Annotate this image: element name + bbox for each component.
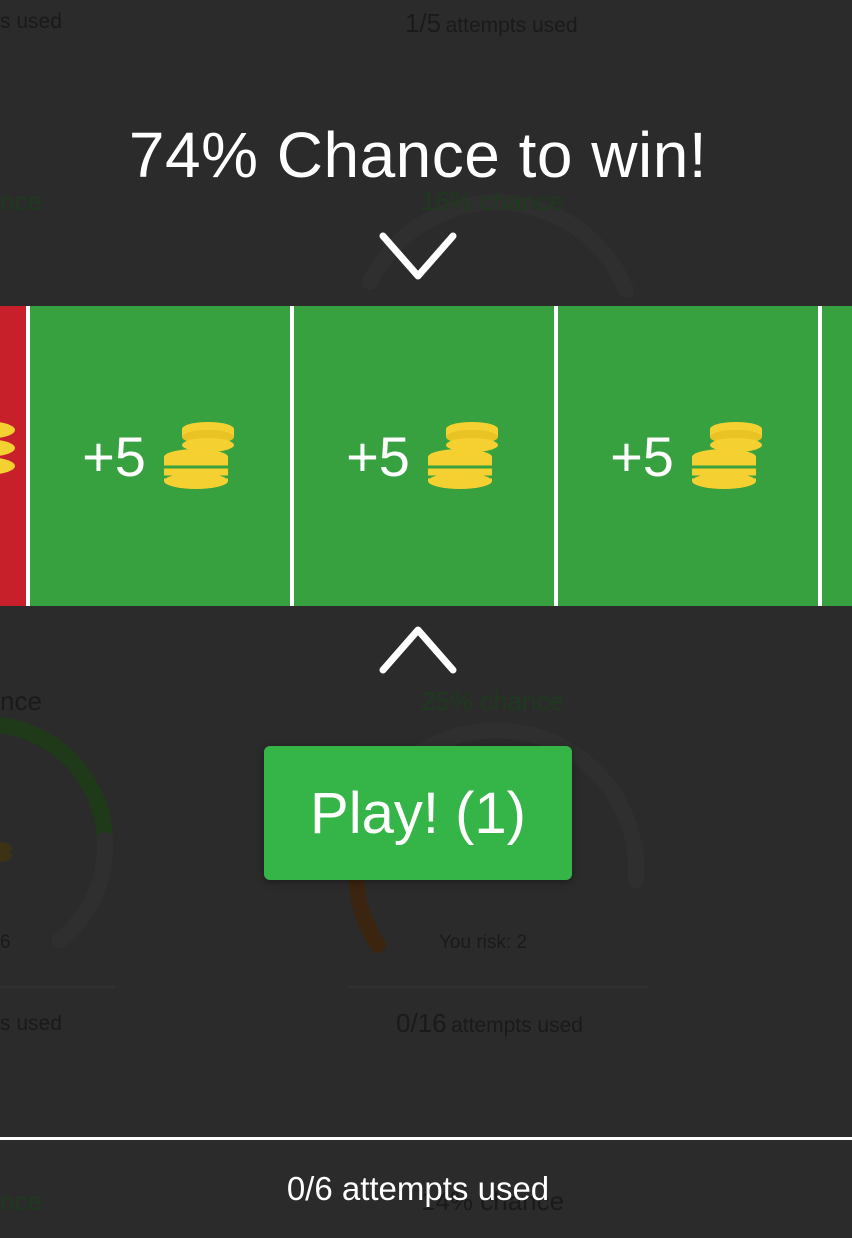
bg-chance-text: nce (0, 186, 42, 216)
play-button[interactable]: Play! (1) (264, 746, 572, 880)
bg-attempts-text: s used (0, 1012, 62, 1035)
win-chance-headline: 74% Chance to win! (128, 119, 708, 191)
bg-attempts-text: 1/5 attempts used (405, 8, 578, 39)
reel-tile-win: +5 (558, 306, 818, 606)
attempts-status: 0/6 attempts used (286, 1170, 550, 1207)
tile-divider (290, 306, 294, 606)
divider (0, 1137, 852, 1140)
bg-chance-text: 25% chance (421, 686, 565, 716)
bg-chance-text: 14% chance (421, 1186, 565, 1216)
reel-tile-win: +5 (30, 306, 290, 606)
chevron-down-icon (379, 232, 457, 280)
tile-divider (26, 306, 30, 606)
chevron-up-icon (379, 626, 457, 674)
bg-attempts-count: 0/16 (396, 1008, 447, 1038)
bg-attempts-text: 0/16 attempts used (396, 1008, 583, 1039)
bg-chance-text: 16% chance (421, 186, 565, 216)
coin-stack-icon (691, 422, 762, 489)
bg-attempts-label: attempts used (451, 1014, 583, 1037)
tile-divider (818, 306, 822, 606)
bg-attempts-text: s used (0, 10, 62, 33)
reel-tile-win (822, 306, 852, 606)
coin-stack-icon (0, 418, 20, 493)
bg-chance-text: nce (0, 1186, 42, 1216)
coin-stack-icon (427, 422, 498, 489)
reel-tile-label: +5 (82, 424, 146, 488)
reel-tile-label: +5 (346, 424, 410, 488)
bg-attempts-count: 1/5 (405, 8, 442, 38)
bg-attempts-label: attempts used (445, 14, 578, 37)
reel-tile-lose (0, 306, 26, 606)
bg-chance-text: nce (0, 686, 42, 716)
tile-divider (554, 306, 558, 606)
bg-risk-text: 6 (0, 932, 11, 953)
reel-tile-win: +5 (294, 306, 554, 606)
coin-stack-icon (163, 422, 234, 489)
bg-risk-text: You risk: 2 (439, 932, 528, 953)
reel-tile-label: +5 (610, 424, 674, 488)
prize-reel: +5 +5 +5 (0, 306, 852, 606)
